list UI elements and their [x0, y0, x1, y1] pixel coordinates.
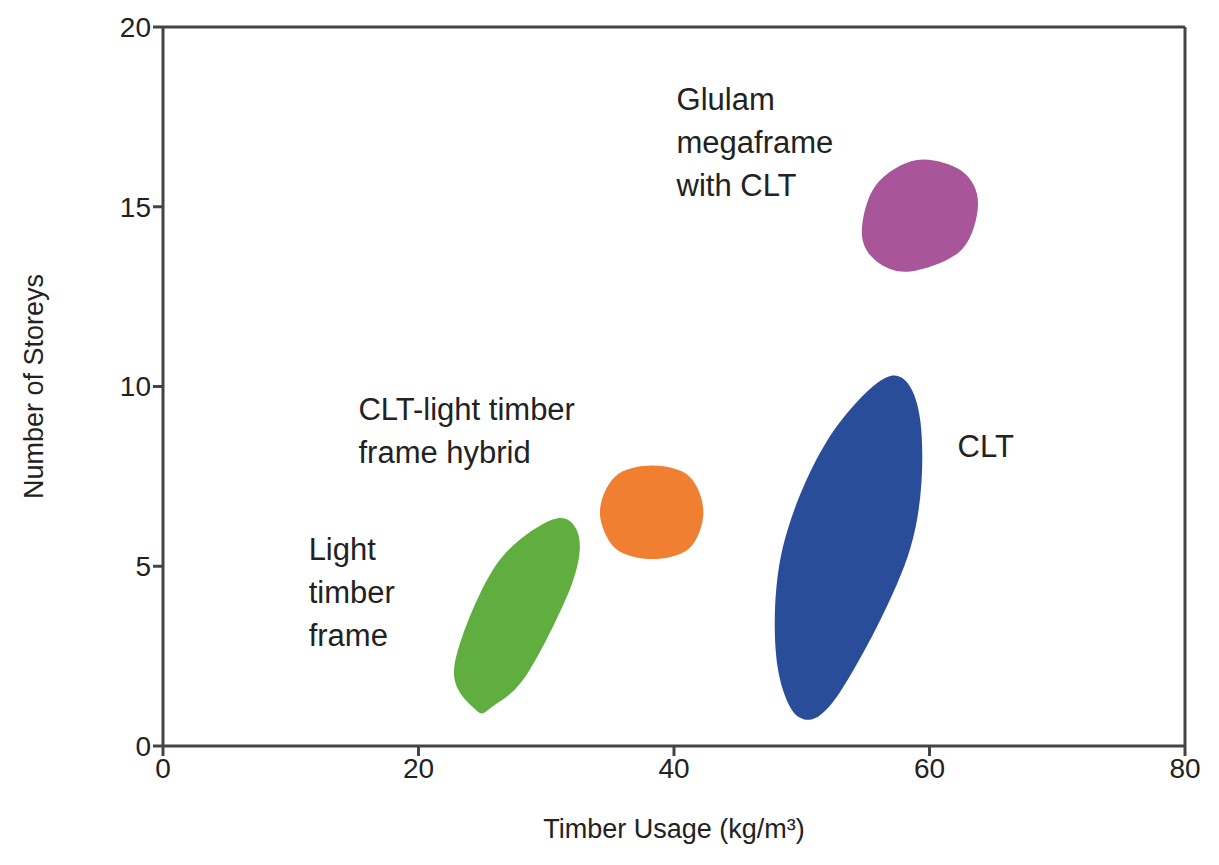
svg-text:CLT: CLT: [958, 429, 1014, 464]
svg-text:Lighttimberframe: Lighttimberframe: [309, 532, 395, 653]
svg-text:15: 15: [120, 192, 151, 223]
svg-text:Number of Storeys: Number of Storeys: [19, 274, 49, 499]
svg-text:0: 0: [155, 753, 171, 784]
svg-text:0: 0: [135, 731, 151, 762]
svg-text:Timber Usage (kg/m³): Timber Usage (kg/m³): [543, 814, 805, 844]
svg-text:5: 5: [135, 551, 151, 582]
svg-text:10: 10: [120, 371, 151, 402]
svg-text:80: 80: [1169, 753, 1200, 784]
svg-text:Glulammegaframewith CLT: Glulammegaframewith CLT: [676, 82, 834, 203]
svg-text:60: 60: [914, 753, 945, 784]
svg-text:20: 20: [120, 12, 151, 43]
svg-text:20: 20: [403, 753, 434, 784]
svg-text:CLT-light timberframe hybrid: CLT-light timberframe hybrid: [358, 392, 575, 470]
svg-text:40: 40: [658, 753, 689, 784]
